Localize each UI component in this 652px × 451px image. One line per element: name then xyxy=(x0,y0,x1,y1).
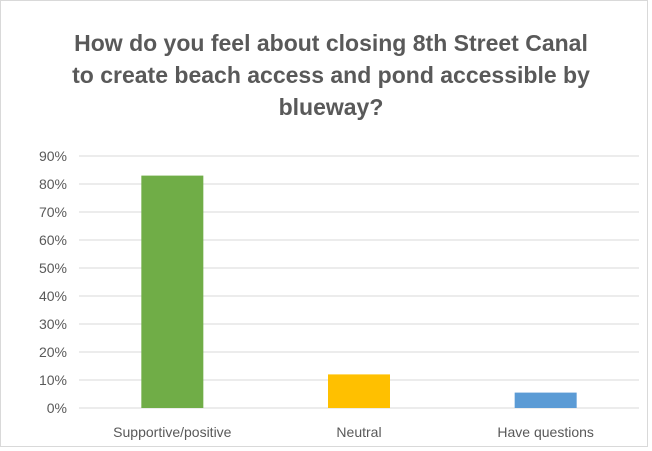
y-tick-label: 20% xyxy=(39,344,67,360)
y-tick-label: 0% xyxy=(47,400,67,416)
bar-supportive-positive xyxy=(141,175,204,408)
x-tick-label: Have questions xyxy=(497,424,594,440)
y-tick-label: 60% xyxy=(39,232,67,248)
bar-neutral xyxy=(328,374,390,408)
y-tick-label: 10% xyxy=(39,372,67,388)
y-tick-label: 40% xyxy=(39,288,67,304)
y-tick-label: 90% xyxy=(39,148,67,164)
y-tick-label: 30% xyxy=(39,316,67,332)
bar-have-questions xyxy=(514,392,577,408)
x-tick-label: Supportive/positive xyxy=(113,424,232,440)
y-tick-label: 50% xyxy=(39,260,67,276)
y-tick-label: 70% xyxy=(39,204,67,220)
y-tick-label: 80% xyxy=(39,176,67,192)
x-tick-label: Neutral xyxy=(336,424,381,440)
chart-title: How do you feel about closing 8th Street… xyxy=(72,30,590,120)
